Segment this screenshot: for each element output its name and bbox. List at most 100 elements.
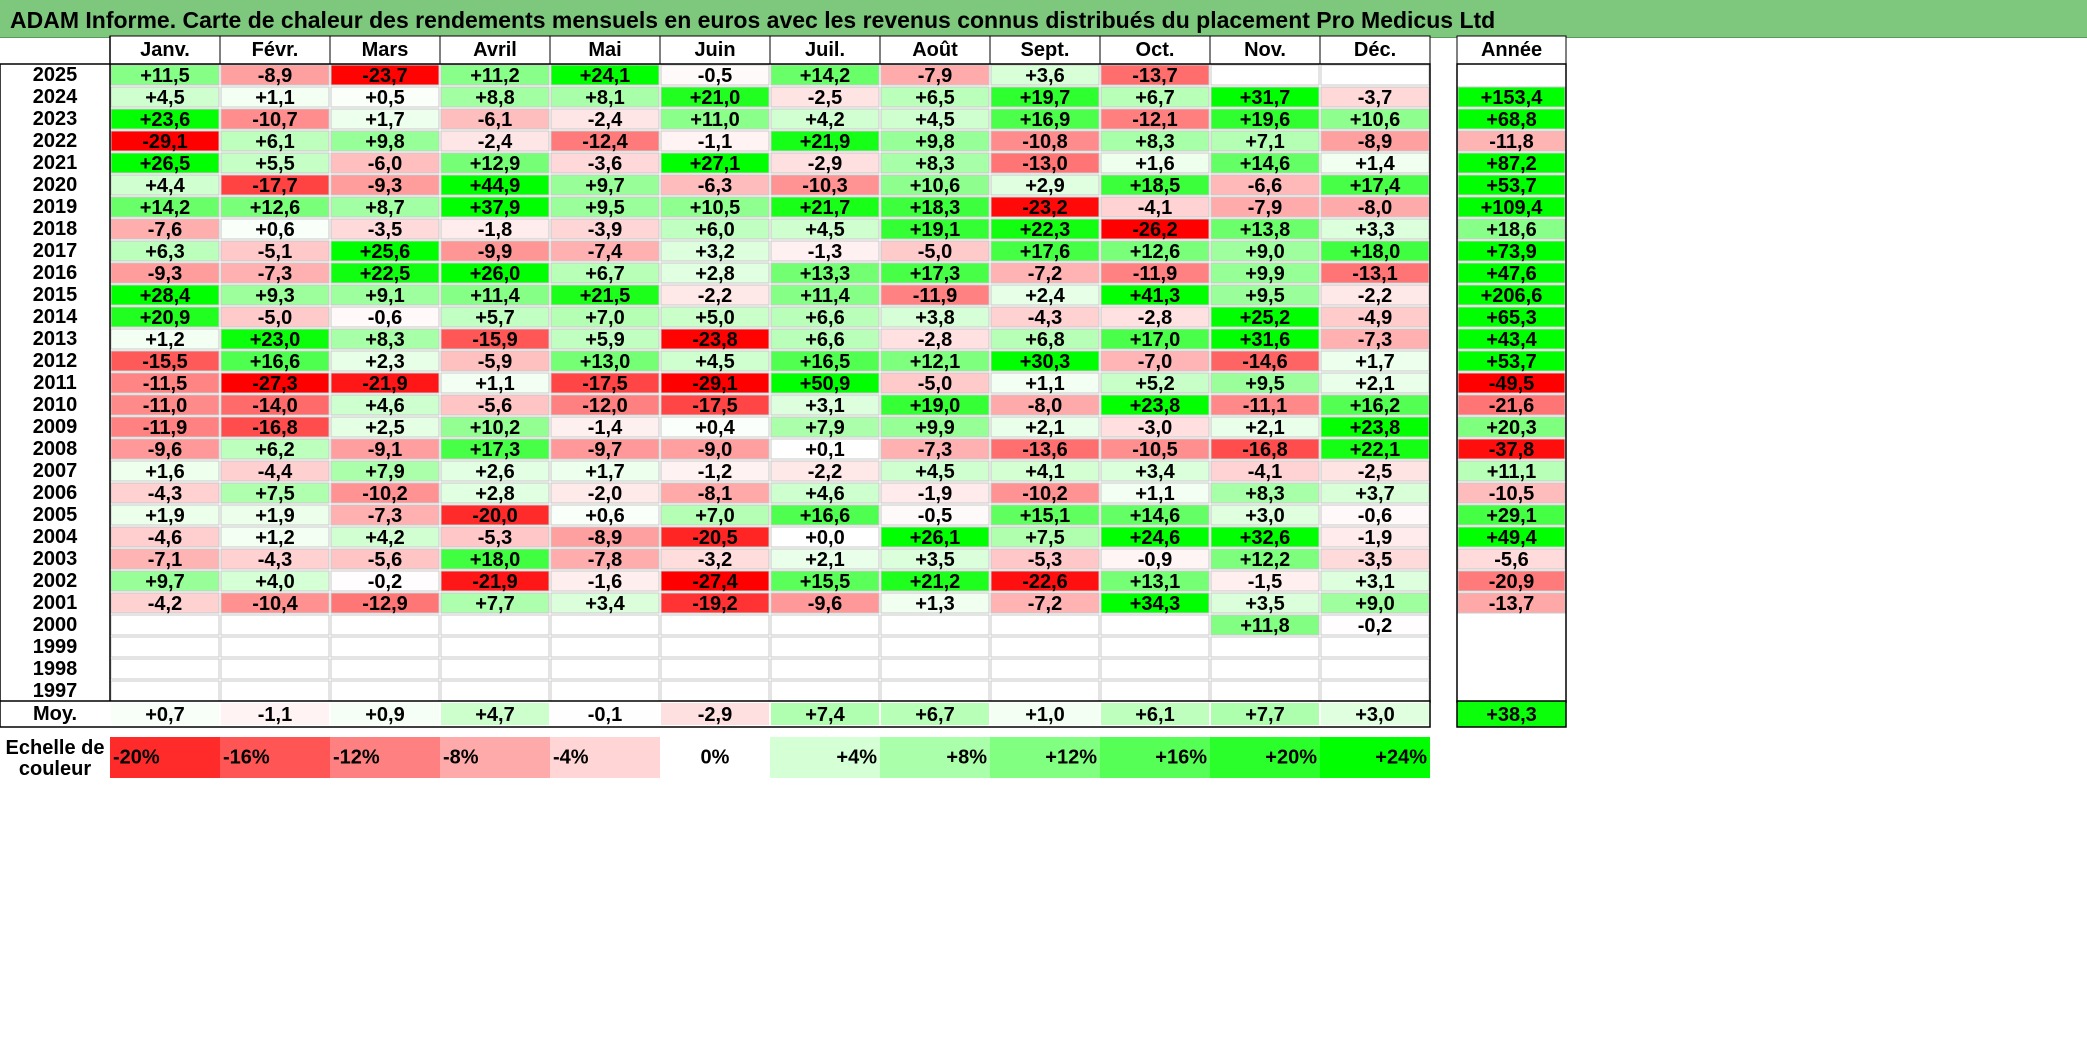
heatmap-cell: [110, 372, 220, 394]
cell-value: -20,5: [692, 527, 738, 549]
heatmap-cell: [1210, 328, 1320, 350]
cell-value: +6,7: [585, 263, 624, 285]
annual-value: +29,1: [1486, 505, 1537, 527]
cell-value: +1,7: [1355, 351, 1394, 373]
heatmap-cell: [1210, 614, 1320, 636]
heatmap-cell: [330, 306, 440, 328]
month-header-cell: [109, 35, 221, 65]
month-label: Janv.: [140, 39, 190, 61]
scale-swatch: [110, 737, 220, 778]
heatmap-cell: [660, 196, 770, 218]
heatmap-cell: [110, 218, 220, 240]
cell-value: -12,0: [582, 395, 628, 417]
heatmap-cell: [220, 328, 330, 350]
average-cell: [991, 703, 1099, 725]
cell-value: -17,5: [692, 395, 738, 417]
cell-value: +13,1: [1130, 571, 1181, 593]
cell-value: -6,0: [368, 153, 402, 175]
cell-value: -2,5: [808, 87, 842, 109]
cell-value: -4,1: [1138, 197, 1172, 219]
cell-value: +2,6: [475, 461, 514, 483]
cell-value: -10,7: [252, 109, 298, 131]
annual-value: +53,7: [1486, 175, 1537, 197]
cell-value: -2,4: [588, 109, 623, 131]
heatmap-cell: [110, 592, 220, 614]
heatmap-cell: [770, 658, 880, 680]
heatmap-cell: [1100, 548, 1210, 570]
month-label: Mai: [588, 39, 621, 61]
cell-value: -3,9: [588, 219, 622, 241]
cell-value: +0,5: [365, 87, 404, 109]
heatmap-cell: [1100, 504, 1210, 526]
cell-value: +11,5: [140, 65, 190, 87]
cell-value: +8,1: [585, 87, 624, 109]
cell-value: +26,0: [470, 263, 521, 285]
annual-cell: [1457, 306, 1566, 328]
cell-value: +23,0: [250, 329, 301, 351]
cell-value: +4,2: [365, 527, 404, 549]
scale-swatch: [550, 737, 660, 778]
cell-value: -4,4: [258, 461, 293, 483]
heatmap-cell: [110, 636, 220, 658]
heatmap-cell: [110, 614, 220, 636]
cell-value: +2,8: [695, 263, 734, 285]
heatmap-cell: [550, 526, 660, 548]
cell-value: -16,8: [252, 417, 298, 439]
heatmap-cell: [110, 284, 220, 306]
annual-value: +20,3: [1486, 417, 1537, 439]
heatmap-cell: [660, 460, 770, 482]
cell-value: +19,6: [1240, 109, 1291, 131]
month-label: Déc.: [1354, 39, 1396, 61]
month-label: Juil.: [805, 39, 845, 61]
heatmap-cell: [990, 218, 1100, 240]
heatmap-cell: [770, 614, 880, 636]
heatmap-cell: [550, 174, 660, 196]
cell-value: -15,5: [142, 351, 188, 373]
heatmap-cell: [220, 108, 330, 130]
annual-cell: [1457, 240, 1566, 262]
cell-value: +16,5: [800, 351, 851, 373]
heatmap-cell: [1320, 152, 1430, 174]
cell-value: +3,2: [695, 241, 734, 263]
cell-value: +26,5: [140, 153, 191, 175]
cell-value: +9,8: [915, 131, 954, 153]
heatmap-cell: [330, 108, 440, 130]
cell-value: -4,6: [148, 527, 182, 549]
cell-value: +5,0: [695, 307, 734, 329]
cell-value: +1,1: [475, 373, 514, 395]
heatmap-cell: [990, 614, 1100, 636]
heatmap-cell: [770, 86, 880, 108]
cell-value: +14,2: [800, 65, 851, 87]
heatmap-cell: [880, 636, 990, 658]
cell-value: +1,3: [915, 593, 954, 615]
cell-value: +9,1: [365, 285, 404, 307]
cell-value: +22,5: [360, 263, 411, 285]
heatmap-cell: [990, 438, 1100, 460]
cell-value: +32,6: [1240, 527, 1291, 549]
year-label: 2004: [33, 526, 78, 548]
heatmap-cell: [220, 482, 330, 504]
heatmap-cell: [1210, 680, 1320, 702]
heatmap-cell: [440, 592, 550, 614]
cell-value: +1,2: [145, 329, 184, 351]
cell-value: -12,4: [582, 131, 628, 153]
scale-value-label: -12%: [333, 747, 380, 769]
month-label: Sept.: [1021, 39, 1070, 61]
cell-value: +9,9: [1245, 263, 1284, 285]
heatmap-cell: [110, 482, 220, 504]
heatmap-cell: [330, 196, 440, 218]
cell-value: +17,3: [910, 263, 961, 285]
cell-value: +17,3: [470, 439, 521, 461]
heatmap-cell: [770, 636, 880, 658]
annual-value: -21,6: [1489, 395, 1535, 417]
year-label: 2023: [33, 108, 78, 130]
heatmap-cell: [110, 416, 220, 438]
year-label: 2014: [33, 306, 78, 328]
heatmap-cell: [1210, 438, 1320, 460]
cell-value: +20,9: [140, 307, 191, 329]
cell-value: -8,9: [1358, 131, 1392, 153]
heatmap-cell: [440, 658, 550, 680]
heatmap-cell: [110, 350, 220, 372]
scale-value-label: 0%: [701, 747, 730, 769]
heatmap-cell: [440, 548, 550, 570]
